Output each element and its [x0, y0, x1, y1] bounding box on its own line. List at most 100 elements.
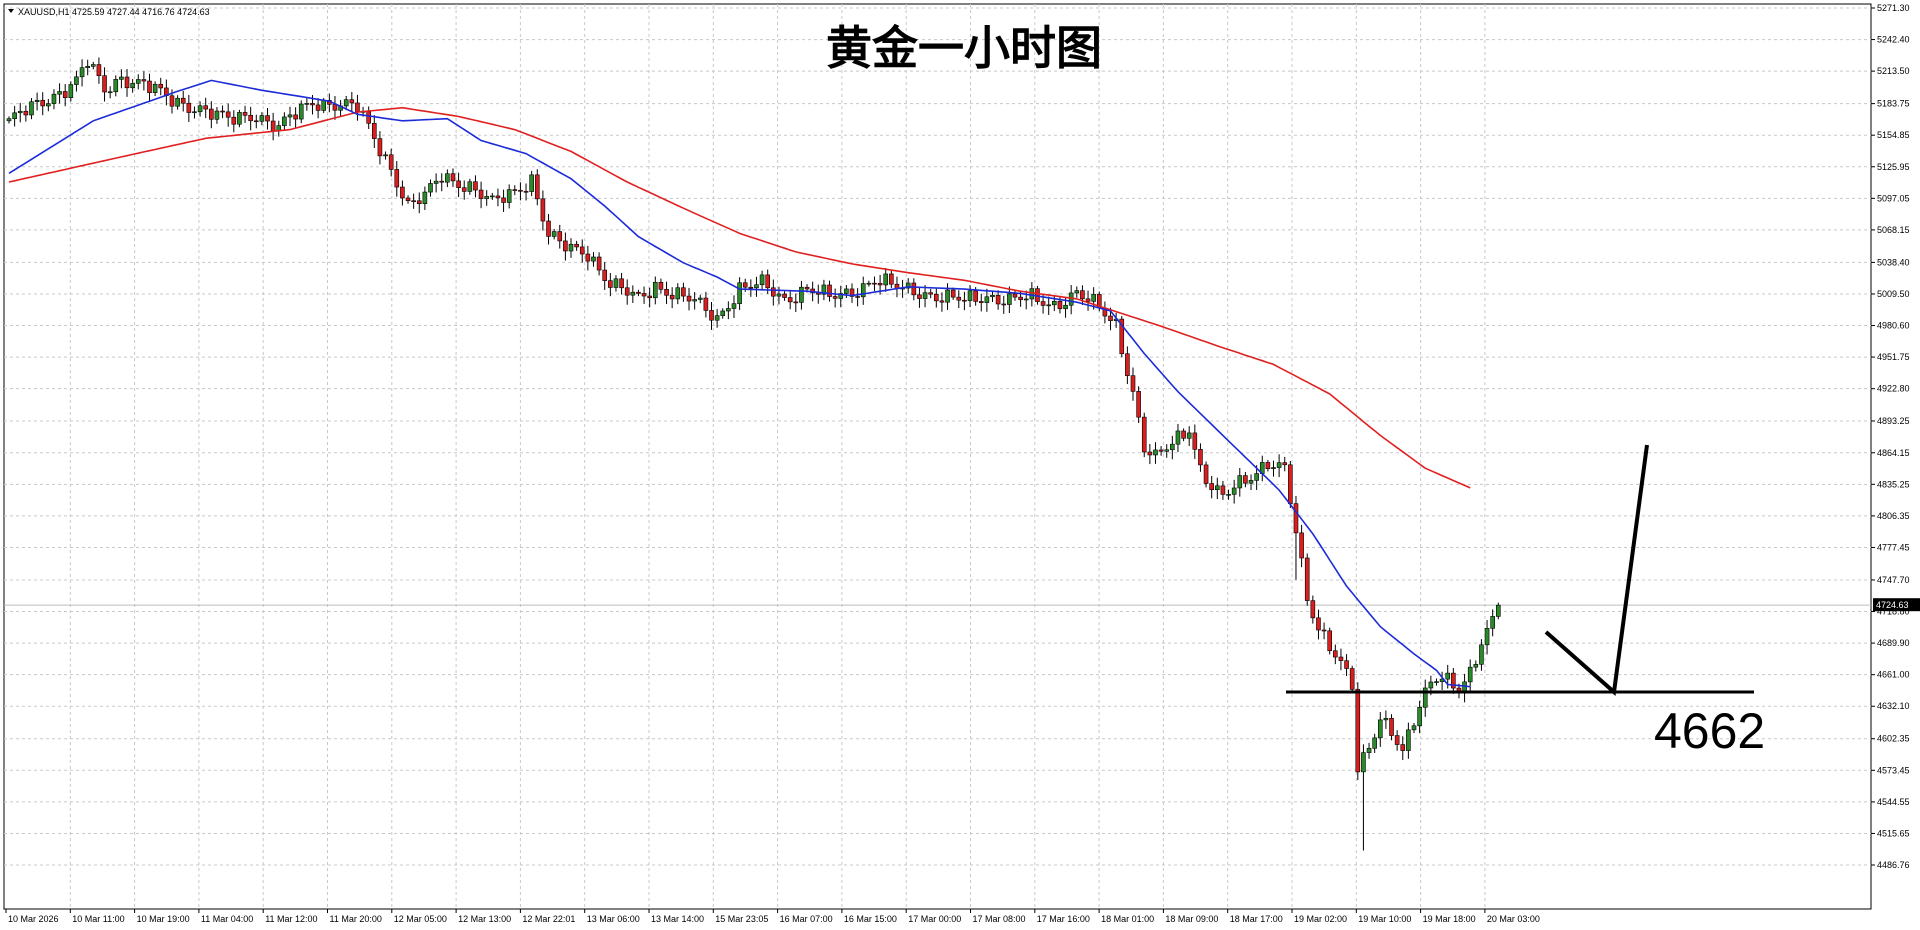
y-tick-label: 4718.80 [1877, 607, 1910, 617]
candle-body-bullish [945, 289, 950, 303]
current-price-box [1873, 598, 1920, 612]
x-tick-label: 15 Mar 23:05 [715, 914, 768, 924]
candle-body-bullish [821, 284, 827, 295]
candle-body-bearish [1158, 449, 1164, 452]
candle-body-bearish [1192, 432, 1198, 450]
candle-body-bearish [501, 197, 506, 203]
plot-frame [3, 3, 1872, 910]
candle-body-bullish [484, 196, 490, 199]
candle-body-bearish [231, 116, 237, 125]
candle-body-bullish [776, 293, 782, 297]
candle-body-bearish [827, 284, 832, 297]
candle-body-bearish [439, 180, 445, 183]
candle-body-bearish [377, 138, 383, 157]
y-tick-label: 5183.75 [1877, 99, 1910, 109]
candle-body-bullish [506, 189, 512, 203]
candle-body-bearish [933, 293, 939, 302]
candle-body-bullish [754, 284, 759, 289]
y-tick-label: 4922.80 [1877, 384, 1910, 394]
candle-body-bearish [765, 274, 771, 289]
y-tick-label: 4893.25 [1877, 416, 1910, 426]
y-tick-label: 4951.75 [1877, 352, 1910, 362]
candle-body-bearish [782, 293, 787, 298]
candle-body-bullish [591, 256, 596, 262]
y-tick-label: 5213.50 [1877, 66, 1910, 76]
candle-body-bullish [119, 76, 124, 80]
candle-body-bearish [102, 75, 107, 93]
candle-body-bearish [523, 190, 529, 193]
candle-body-bearish [636, 291, 641, 294]
candle-body-bearish [1304, 557, 1310, 601]
y-tick-label: 4515.65 [1877, 828, 1910, 838]
candle-body-bearish [349, 99, 355, 104]
candle-body-bullish [731, 303, 737, 309]
candle-body-bullish [321, 100, 327, 111]
candle-body-bearish [956, 296, 962, 301]
candle-body-bullish [652, 281, 658, 299]
candle-body-bullish [1473, 663, 1479, 668]
candle-body-bearish [1147, 451, 1153, 456]
candle-body-bullish [568, 243, 574, 252]
candle-body-bullish [79, 67, 85, 78]
candle-body-bullish [967, 290, 973, 301]
candle-body-bearish [1141, 416, 1147, 453]
candle-body-bearish [709, 310, 714, 321]
candle-body-bearish [495, 195, 501, 199]
candle-body-bullish [343, 99, 349, 107]
candle-body-bearish [371, 122, 377, 139]
candle-body-bearish [619, 278, 624, 289]
candle-body-bullish [1377, 719, 1383, 739]
candle-body-bearish [512, 189, 518, 191]
candle-body-bearish [1209, 483, 1214, 491]
candle-body-bullish [287, 114, 293, 118]
y-tick-label: 5271.30 [1877, 3, 1910, 13]
candle-body-bearish [253, 120, 259, 123]
candle-body-bullish [85, 66, 90, 68]
candle-body-bullish [91, 64, 96, 67]
candle-body-bearish [1018, 296, 1023, 301]
candle-body-bearish [1001, 303, 1007, 306]
y-tick-label: 5068.15 [1877, 225, 1910, 235]
candle-body-bearish [180, 97, 186, 104]
candle-body-bearish [1349, 668, 1355, 690]
candle-body-bullish [383, 154, 388, 157]
candle-body-bullish [107, 91, 113, 94]
symbol-dropdown-icon[interactable] [8, 9, 14, 13]
candle-body-bearish [40, 99, 46, 107]
candle-body-bullish [529, 174, 534, 192]
candle-body-bearish [293, 114, 298, 120]
candle-body-bullish [282, 116, 287, 126]
candle-body-bearish [563, 240, 568, 252]
candle-body-bullish [1417, 706, 1422, 727]
y-tick-label: 4544.55 [1877, 797, 1910, 807]
candle-body-bullish [1029, 288, 1035, 300]
candle-body-bearish [703, 297, 709, 311]
candle-body-bearish [400, 186, 405, 199]
candle-body-bearish [534, 174, 540, 200]
candle-body-bearish [793, 301, 799, 304]
candle-body-bearish [1012, 293, 1018, 298]
candle-body-bearish [748, 286, 754, 289]
y-tick-label: 5097.05 [1877, 193, 1910, 203]
candle-body-bullish [883, 273, 889, 286]
x-tick-label: 10 Mar 19:00 [137, 914, 190, 924]
candle-body-bullish [17, 110, 23, 114]
candle-body-bearish [1394, 735, 1400, 745]
candle-body-bearish [473, 181, 478, 191]
candle-body-bullish [214, 110, 220, 120]
candle-body-bearish [1400, 744, 1406, 751]
candle-body-bearish [608, 280, 613, 288]
y-tick-label: 4980.60 [1877, 321, 1910, 331]
candle-body-bearish [877, 283, 883, 286]
candle-body-bullish [1023, 298, 1029, 301]
candle-body-bearish [169, 95, 175, 107]
candle-body-bearish [647, 295, 652, 299]
candle-body-bearish [450, 173, 456, 182]
candle-body-bearish [939, 300, 945, 303]
x-tick-label: 12 Mar 05:00 [394, 914, 447, 924]
candle-body-bearish [889, 273, 894, 285]
candle-body-bearish [686, 295, 692, 302]
candle-body-bearish [141, 79, 147, 82]
candle-body-bearish [147, 80, 152, 93]
